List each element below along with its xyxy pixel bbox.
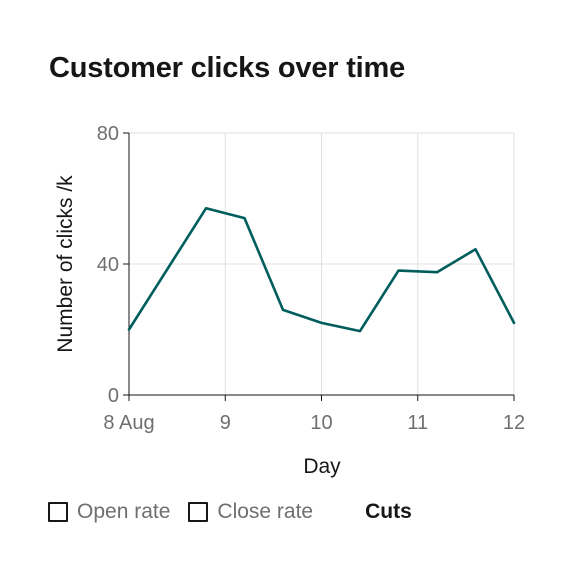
legend: Open rate Close rate Cuts (48, 498, 412, 526)
chart-title: Customer clicks over time (49, 52, 406, 84)
grid-lines (129, 132, 515, 395)
y-tick-labels: 0 40 80 (97, 123, 119, 407)
cuts-label: Cuts (365, 500, 412, 523)
y-tick-label-1: 40 (97, 254, 119, 276)
x-tick-label-0: 8 Aug (103, 412, 154, 434)
x-axis-title: Day (303, 455, 341, 478)
x-tick-label-3: 11 (407, 412, 428, 434)
open-rate-label: Open rate (77, 500, 171, 523)
x-tick-label-2: 10 (310, 412, 332, 434)
y-tick-label-2: 80 (97, 123, 119, 145)
axes (123, 132, 515, 401)
series-lines (127, 207, 516, 333)
series-line-0 (127, 207, 516, 333)
y-tick-label-0: 0 (108, 385, 119, 407)
x-tick-label-4: 12 (503, 412, 525, 434)
y-axis-title: Number of clicks /k (54, 175, 77, 353)
legend-item-open-rate[interactable]: Open rate (48, 500, 170, 524)
x-tick-label-1: 9 (220, 412, 231, 434)
close-rate-label: Close rate (217, 500, 314, 523)
close-rate-checkbox[interactable] (188, 502, 209, 522)
open-rate-checkbox[interactable] (48, 502, 68, 522)
x-tick-labels: 8 Aug 9 10 11 12 (103, 412, 525, 434)
legend-item-close-rate[interactable]: Close rate (188, 500, 313, 524)
